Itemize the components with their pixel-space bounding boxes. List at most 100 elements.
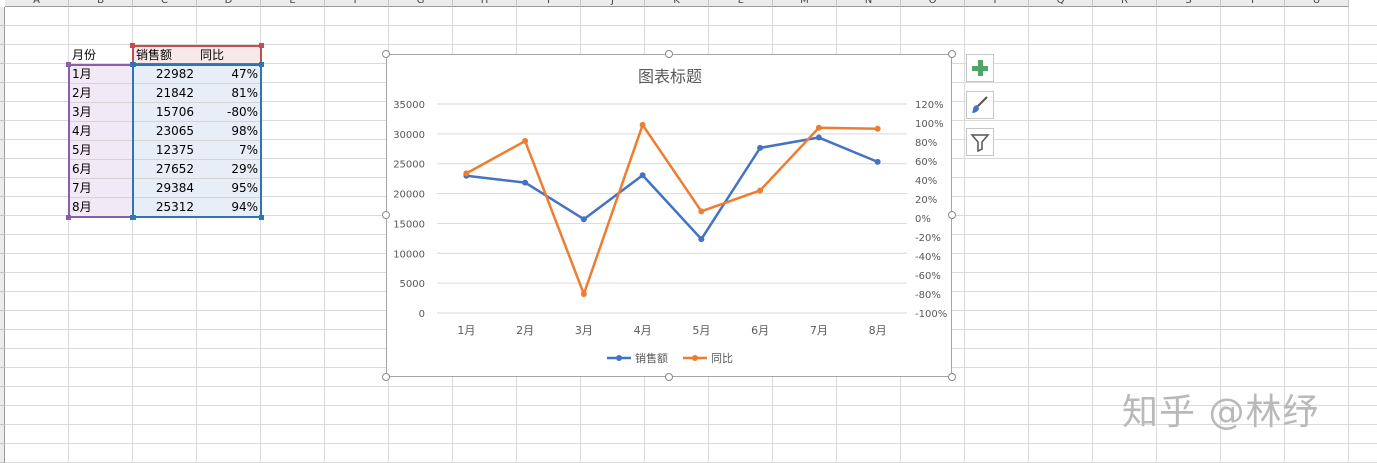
month-cell[interactable]: 4月 <box>69 122 133 141</box>
chart-resize-handle[interactable] <box>948 211 956 219</box>
row-header[interactable] <box>0 425 5 444</box>
column-header-t[interactable]: T <box>1221 0 1285 7</box>
column-header-e[interactable]: E <box>261 0 325 7</box>
row-header[interactable] <box>0 102 5 121</box>
range-handle[interactable] <box>130 215 135 220</box>
month-cell[interactable]: 3月 <box>69 103 133 122</box>
row-header[interactable] <box>0 330 5 349</box>
month-cell[interactable]: 1月 <box>69 65 133 84</box>
x-tick-label: 3月 <box>575 324 593 337</box>
row-header[interactable] <box>0 159 5 178</box>
yoy-cell[interactable]: 95% <box>197 179 261 198</box>
chart-resize-handle[interactable] <box>665 373 673 381</box>
range-handle[interactable] <box>130 43 135 48</box>
column-header-f[interactable]: F <box>325 0 389 7</box>
month-cell[interactable]: 5月 <box>69 141 133 160</box>
y-right-tick-label: 0% <box>915 214 931 225</box>
column-header-u[interactable]: U <box>1285 0 1349 7</box>
chart-resize-handle[interactable] <box>665 50 673 58</box>
chart-area[interactable]: 图表标题 0 5000 10000 15000 20000 25000 30000 35000 -… <box>386 54 952 377</box>
row-header[interactable] <box>0 349 5 368</box>
chart-resize-handle[interactable] <box>948 373 956 381</box>
y-right-tick-label: 20% <box>915 195 937 206</box>
range-handle[interactable] <box>259 215 264 220</box>
row-header[interactable] <box>0 235 5 254</box>
chart-title: 图表标题 <box>638 67 702 86</box>
sales-cell[interactable]: 12375 <box>133 141 197 160</box>
range-handle[interactable] <box>259 43 264 48</box>
row-header[interactable] <box>0 292 5 311</box>
yoy-cell[interactable]: -80% <box>197 103 261 122</box>
sales-cell[interactable]: 27652 <box>133 160 197 179</box>
row-header[interactable] <box>0 387 5 406</box>
row-header[interactable] <box>0 64 5 83</box>
month-cell[interactable]: 6月 <box>69 160 133 179</box>
column-header-n[interactable]: N <box>837 0 901 7</box>
sales-cell[interactable]: 23065 <box>133 122 197 141</box>
column-header-q[interactable]: Q <box>1029 0 1093 7</box>
row-header[interactable] <box>0 83 5 102</box>
row-header[interactable] <box>0 216 5 235</box>
column-header-o[interactable]: O <box>901 0 965 7</box>
range-handle[interactable] <box>66 62 71 67</box>
yoy-cell[interactable]: 94% <box>197 198 261 217</box>
column-header-i[interactable]: I <box>517 0 581 7</box>
month-cell[interactable]: 2月 <box>69 84 133 103</box>
row-header[interactable] <box>0 368 5 387</box>
sales-cell[interactable]: 29384 <box>133 179 197 198</box>
chart-resize-handle[interactable] <box>382 211 390 219</box>
y-right-tick-label: 60% <box>915 157 937 168</box>
legend-label: 同比 <box>711 352 733 365</box>
table-header-cell[interactable]: 销售额 <box>133 46 197 65</box>
row-header[interactable] <box>0 197 5 216</box>
row-header[interactable] <box>0 406 5 425</box>
column-header-h[interactable]: H <box>453 0 517 7</box>
column-header-j[interactable]: J <box>581 0 645 7</box>
chart-resize-handle[interactable] <box>382 373 390 381</box>
month-cell[interactable]: 7月 <box>69 179 133 198</box>
column-header-k[interactable]: K <box>645 0 709 7</box>
row-header[interactable] <box>0 26 5 45</box>
sales-cell[interactable]: 21842 <box>133 84 197 103</box>
sales-cell[interactable]: 25312 <box>133 198 197 217</box>
grid-row-line <box>0 424 1377 425</box>
chart-elements-button[interactable] <box>966 54 994 82</box>
column-header-s[interactable]: S <box>1157 0 1221 7</box>
column-header-r[interactable]: R <box>1093 0 1157 7</box>
range-handle[interactable] <box>130 62 135 67</box>
column-header-b[interactable]: B <box>69 0 133 7</box>
column-header-a[interactable]: A <box>5 0 69 7</box>
row-header[interactable] <box>0 273 5 292</box>
column-header-m[interactable]: M <box>773 0 837 7</box>
row-header[interactable] <box>0 444 5 463</box>
row-header[interactable] <box>0 45 5 64</box>
month-cell[interactable]: 8月 <box>69 198 133 217</box>
column-header-c[interactable]: C <box>133 0 197 7</box>
chart-resize-handle[interactable] <box>382 50 390 58</box>
chart-resize-handle[interactable] <box>948 50 956 58</box>
chart-styles-button[interactable] <box>966 91 994 119</box>
yoy-cell[interactable]: 7% <box>197 141 261 160</box>
column-header-l[interactable]: L <box>709 0 773 7</box>
row-header[interactable] <box>0 121 5 140</box>
column-header-g[interactable]: G <box>389 0 453 7</box>
range-handle[interactable] <box>66 215 71 220</box>
sales-cell[interactable]: 22982 <box>133 65 197 84</box>
table-header-cell[interactable]: 同比 <box>197 46 261 65</box>
row-header[interactable] <box>0 140 5 159</box>
range-handle[interactable] <box>259 62 264 67</box>
chart-filters-button[interactable] <box>966 128 994 156</box>
yoy-cell[interactable]: 47% <box>197 65 261 84</box>
yoy-cell[interactable]: 98% <box>197 122 261 141</box>
row-header[interactable] <box>0 7 5 26</box>
column-header-d[interactable]: D <box>197 0 261 7</box>
sales-cell[interactable]: 15706 <box>133 103 197 122</box>
x-tick-label: 7月 <box>810 324 828 337</box>
table-header-cell[interactable]: 月份 <box>72 48 97 62</box>
yoy-cell[interactable]: 81% <box>197 84 261 103</box>
column-header-p[interactable]: P <box>965 0 1029 7</box>
yoy-cell[interactable]: 29% <box>197 160 261 179</box>
row-header[interactable] <box>0 178 5 197</box>
row-header[interactable] <box>0 254 5 273</box>
row-header[interactable] <box>0 311 5 330</box>
